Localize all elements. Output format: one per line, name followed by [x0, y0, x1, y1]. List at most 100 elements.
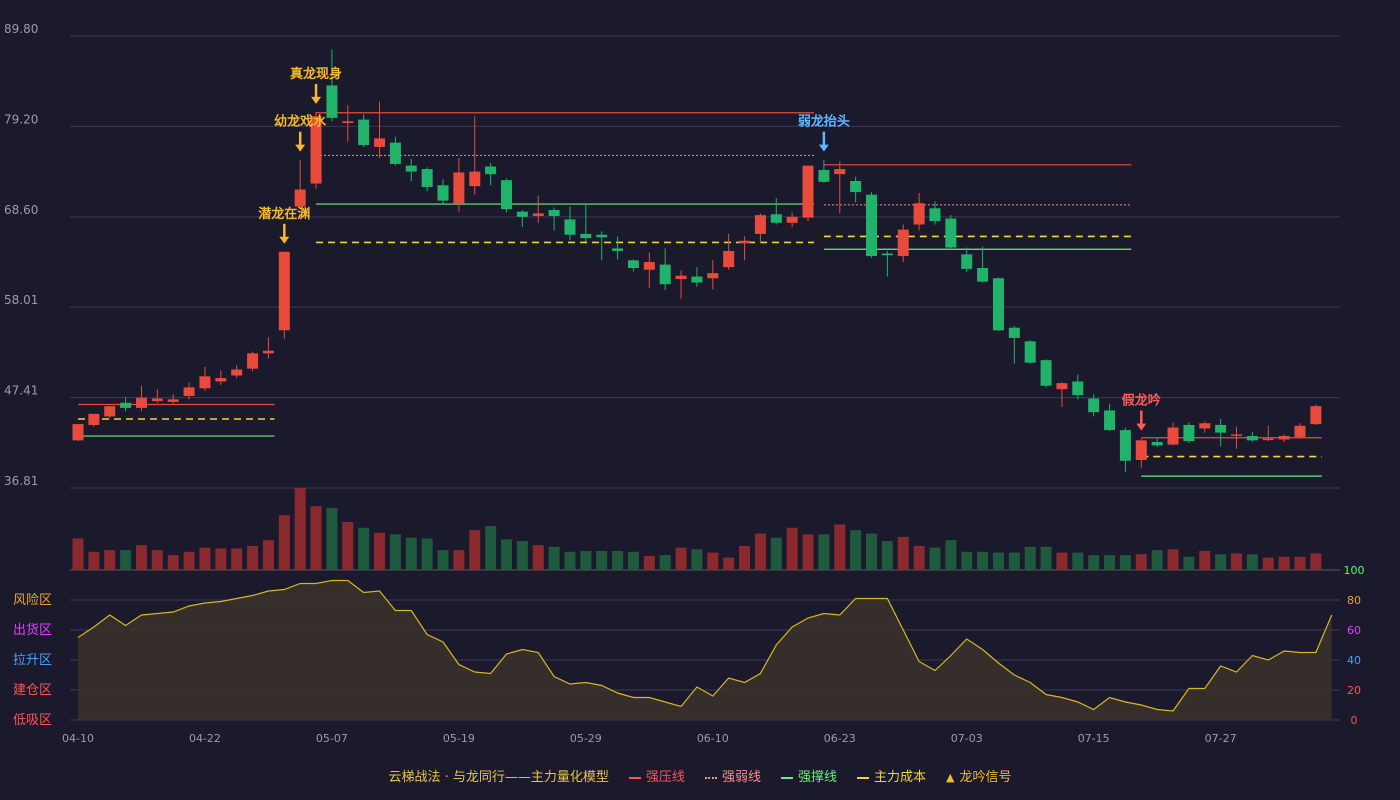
oscillator-area: [78, 580, 1332, 720]
candle-body: [1024, 341, 1036, 363]
candle-body: [421, 169, 433, 187]
candle-body: [1056, 383, 1068, 390]
legend-item: 云梯战法 · 与龙同行——主力量化模型: [389, 766, 609, 785]
volume-bar: [104, 550, 116, 570]
candle-body: [120, 402, 132, 408]
candle-body: [818, 169, 830, 182]
candle-body: [1104, 410, 1116, 431]
zone-label: 风险区: [13, 593, 52, 608]
candle-body: [596, 234, 608, 238]
volume-bar: [691, 549, 703, 570]
price-tick-label: 58.01: [4, 293, 38, 307]
candle-body: [278, 251, 290, 331]
candle-body: [262, 350, 274, 354]
volume-bar: [1008, 552, 1020, 570]
candle-body: [485, 166, 497, 175]
x-tick-label: 06-10: [697, 732, 729, 745]
candle-body: [929, 208, 941, 222]
volume-bar: [231, 548, 243, 570]
volume-bar: [1088, 555, 1100, 570]
candle-body: [374, 138, 386, 147]
candle-body: [294, 189, 306, 207]
volume-bar: [167, 555, 179, 570]
x-tick-label: 05-07: [316, 732, 348, 745]
price-tick-label: 79.20: [4, 112, 38, 126]
volume-bar: [532, 545, 544, 570]
candle-body: [342, 121, 354, 124]
oscillator-line: [77, 579, 1333, 712]
candle-body: [199, 376, 211, 389]
volume-bar: [1183, 556, 1195, 570]
candle-body: [183, 387, 195, 396]
volume-bar: [675, 547, 687, 570]
volume-bar: [707, 552, 719, 570]
candle-body: [866, 194, 877, 257]
volume-bar: [1294, 556, 1306, 570]
candle-body: [548, 210, 560, 216]
volume-bar: [88, 551, 100, 570]
volume-bar: [358, 527, 370, 570]
volume-bar: [850, 530, 862, 570]
volume-bar: [818, 534, 830, 570]
volume-bar: [421, 538, 433, 570]
legend-label: 强弱线: [721, 770, 761, 785]
volume-bar: [1151, 550, 1163, 570]
x-tick-label: 07-15: [1078, 732, 1110, 745]
candle-body: [1072, 381, 1084, 396]
volume-bar: [580, 550, 592, 570]
volume-bar: [548, 546, 560, 570]
candle-body: [675, 275, 687, 280]
volume-bar: [294, 488, 306, 570]
candle-body: [1231, 434, 1243, 436]
legend-label: 主力成本: [873, 770, 926, 785]
volume-bar: [1199, 550, 1211, 570]
volume-bar: [72, 538, 84, 570]
volume-bar: [453, 550, 465, 570]
osc-tick-label: 60: [1347, 624, 1361, 637]
candle-body: [88, 413, 100, 425]
volume-bar: [389, 534, 401, 570]
x-tick-label: 04-22: [189, 732, 221, 745]
volume-bar: [802, 534, 814, 570]
candle-body: [1262, 438, 1274, 441]
candle-body: [1135, 440, 1147, 460]
candle-body: [72, 424, 84, 441]
legend-swatch: [856, 776, 869, 779]
signal-arrow-head: [818, 144, 829, 152]
volume-bar: [866, 533, 877, 570]
volume-bar: [1310, 553, 1322, 570]
volume-bar: [786, 527, 798, 570]
zone-label: 建仓区: [13, 683, 52, 698]
volume-bar: [913, 545, 925, 570]
volume-bar: [1246, 554, 1258, 570]
candle-body: [326, 85, 338, 118]
volume-bar: [1231, 553, 1243, 570]
candle-body: [802, 165, 814, 218]
volume-bar: [342, 521, 354, 570]
candle-body: [897, 229, 909, 257]
legend-label: 强压线: [645, 770, 685, 785]
osc-tick-label: 20: [1347, 684, 1361, 697]
signal-label: 真龙现身: [290, 66, 342, 82]
candle-body: [1151, 442, 1163, 446]
volume-bar: [500, 539, 512, 570]
volume-bar: [469, 530, 481, 570]
x-tick-label: 05-19: [443, 732, 475, 745]
legend-item: 强撑线: [780, 766, 837, 785]
candle-body: [1119, 430, 1131, 461]
candle-body: [167, 399, 179, 402]
signal-label: 潜龙在渊: [258, 206, 310, 222]
candle-body: [834, 169, 846, 175]
candle-body: [405, 165, 417, 172]
volume-bar: [612, 550, 624, 570]
candle-body: [754, 215, 766, 234]
candle-body: [1294, 425, 1306, 437]
candle-body: [961, 254, 973, 269]
volume-bar: [1215, 554, 1227, 570]
candle-body: [1167, 427, 1179, 445]
candle-body: [786, 216, 798, 223]
volume-bar: [754, 533, 766, 570]
candle-body: [770, 214, 782, 223]
volume-bar: [310, 506, 322, 570]
